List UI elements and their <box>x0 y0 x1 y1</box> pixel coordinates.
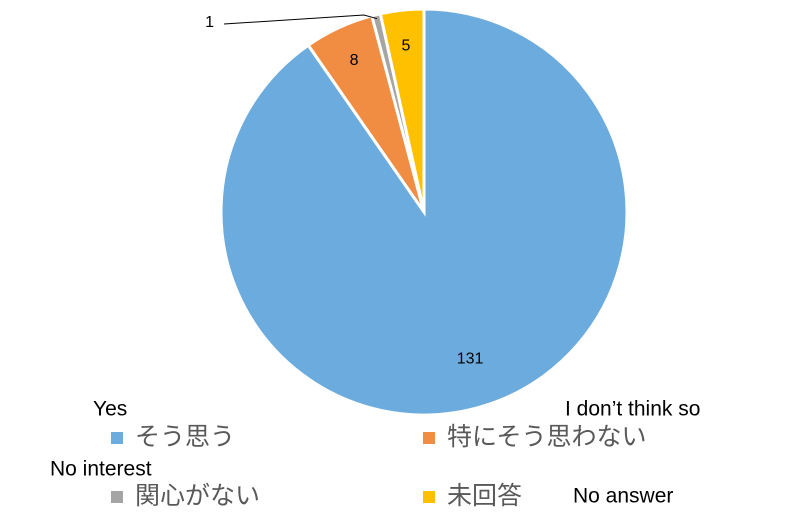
legend-label: そう思う <box>135 422 235 451</box>
annotation: No answer <box>573 485 673 508</box>
legend-label: 未回答 <box>447 481 522 510</box>
data-label: 5 <box>402 38 411 55</box>
pie-slice <box>378 7 426 213</box>
legend-swatch <box>423 491 435 503</box>
legend-swatch <box>423 432 435 444</box>
leader-line <box>223 14 378 25</box>
annotation: I don’t think so <box>565 398 700 421</box>
data-label: 131 <box>457 350 484 367</box>
legend-swatch <box>111 432 123 444</box>
legend-label: 特にそう思わない <box>447 422 647 451</box>
data-label: 8 <box>350 52 359 69</box>
data-label: 1 <box>205 14 214 31</box>
legend-label: 関心がない <box>135 481 260 510</box>
legend-swatch <box>111 491 123 503</box>
annotation: Yes <box>93 398 127 421</box>
annotation: No interest <box>50 458 152 481</box>
